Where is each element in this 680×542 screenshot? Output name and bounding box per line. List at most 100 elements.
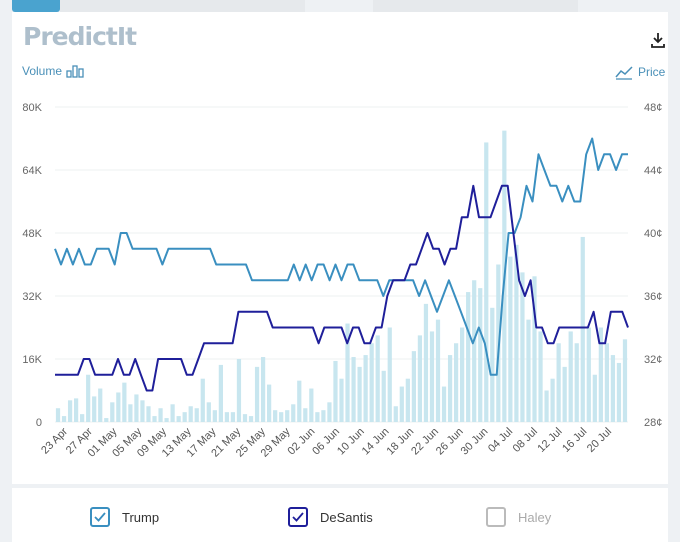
x-axis-tick-label: 20 Jul	[585, 426, 614, 455]
haley-checkbox[interactable]	[486, 507, 506, 527]
x-axis-tick-label: 04 Jul	[486, 426, 515, 455]
volume-bar	[303, 408, 308, 422]
volume-bar	[622, 339, 628, 422]
legend-item-desantis[interactable]: DeSantis	[288, 507, 373, 527]
volume-bar	[429, 331, 435, 422]
desantis-checkbox[interactable]	[288, 507, 308, 527]
volume-bar	[411, 351, 416, 423]
volume-bar	[200, 378, 205, 422]
top-tab-active[interactable]	[12, 0, 60, 12]
volume-bar	[381, 370, 386, 422]
volume-bar	[544, 390, 549, 422]
right-axis-tick-label: 32¢	[644, 354, 662, 366]
volume-bar	[514, 244, 519, 422]
volume-bar	[285, 410, 290, 422]
volume-bar	[273, 410, 278, 422]
volume-bar	[447, 355, 453, 422]
right-axis-tick-label: 28¢	[644, 417, 662, 429]
right-axis-tick-label: 48¢	[644, 102, 662, 114]
right-axis-tick-label: 44¢	[644, 165, 662, 177]
volume-bar	[508, 256, 513, 423]
volume-bar	[61, 416, 67, 422]
volume-bar	[369, 343, 374, 422]
legend: Trump DeSantis Haley	[12, 488, 668, 542]
volume-bar	[375, 335, 380, 423]
volume-bar	[86, 374, 91, 422]
volume-bar	[556, 343, 561, 422]
left-axis-tick-label: 16K	[22, 354, 42, 366]
price-toggle[interactable]: Price	[614, 64, 665, 80]
volume-bar	[80, 414, 85, 423]
volume-bar	[164, 418, 169, 422]
legend-item-haley[interactable]: Haley	[486, 507, 551, 527]
volume-bar	[104, 418, 109, 422]
volume-bar	[562, 366, 567, 423]
top-tab[interactable]	[60, 0, 305, 12]
volume-bar	[598, 327, 603, 422]
top-tab[interactable]	[373, 0, 578, 12]
volume-bar	[484, 142, 489, 422]
volume-bar	[67, 400, 73, 422]
volume-bar	[363, 355, 368, 422]
volume-bar	[321, 410, 326, 422]
volume-bar	[212, 410, 217, 422]
series-line-desantis	[55, 184, 629, 392]
volume-bar	[224, 412, 230, 422]
volume-bar	[399, 386, 404, 422]
volume-bar	[441, 386, 447, 422]
left-axis-tick-label: 0	[36, 417, 42, 429]
volume-bar	[206, 402, 211, 422]
volume-bar	[339, 378, 344, 422]
x-axis-tick-label: 23 Apr	[39, 425, 70, 456]
line-chart-icon	[615, 66, 633, 80]
trump-checkbox[interactable]	[90, 507, 110, 527]
volume-bar	[604, 343, 609, 422]
volume-bar	[140, 400, 145, 422]
volume-bar	[254, 366, 260, 423]
volume-bar	[460, 327, 465, 422]
download-icon[interactable]	[648, 30, 668, 50]
check-icon	[94, 512, 106, 522]
volume-bar	[490, 307, 495, 422]
volume-bar	[472, 280, 477, 422]
volume-bar	[291, 404, 296, 422]
x-axis-tick-label: 16 Jul	[560, 426, 589, 455]
legend-item-trump[interactable]: Trump	[90, 507, 159, 527]
volume-bar	[351, 357, 356, 422]
volume-bar	[267, 384, 272, 422]
volume-bar	[315, 412, 320, 422]
volume-bar	[236, 359, 242, 422]
volume-bar	[526, 319, 531, 423]
volume-bar	[182, 412, 187, 422]
volume-bar	[55, 408, 61, 422]
volume-bar	[574, 343, 579, 422]
volume-bar	[466, 292, 471, 422]
volume-bar	[478, 288, 483, 423]
volume-bar	[158, 408, 163, 422]
check-icon	[292, 512, 304, 522]
volume-bar	[357, 366, 362, 423]
volume-bar	[134, 394, 139, 422]
series-line-trump	[54, 137, 628, 376]
x-axis-tick-label: 08 Jul	[511, 426, 540, 455]
volume-bar	[170, 404, 175, 422]
volume-bar	[122, 382, 127, 423]
volume-bar	[435, 319, 441, 423]
left-axis-tick-label: 64K	[22, 165, 42, 177]
volume-bar	[188, 406, 193, 422]
volume-bar	[568, 331, 573, 422]
volume-bar	[580, 236, 585, 422]
volume-bar	[393, 406, 398, 422]
left-axis-tick-label: 80K	[22, 102, 42, 114]
volume-toggle[interactable]: Volume	[22, 64, 84, 78]
volume-bar	[333, 360, 338, 422]
x-axis-tick-label: 30 Jun	[459, 426, 491, 458]
volume-bar	[309, 388, 314, 422]
volume-bar	[550, 378, 555, 422]
x-axis-tick-label: 12 Jul	[535, 426, 564, 455]
legend-label: DeSantis	[320, 509, 373, 525]
volume-bar	[592, 374, 597, 422]
volume-bar	[279, 412, 284, 422]
left-axis-tick-label: 48K	[22, 228, 42, 240]
volume-bar	[176, 416, 181, 422]
